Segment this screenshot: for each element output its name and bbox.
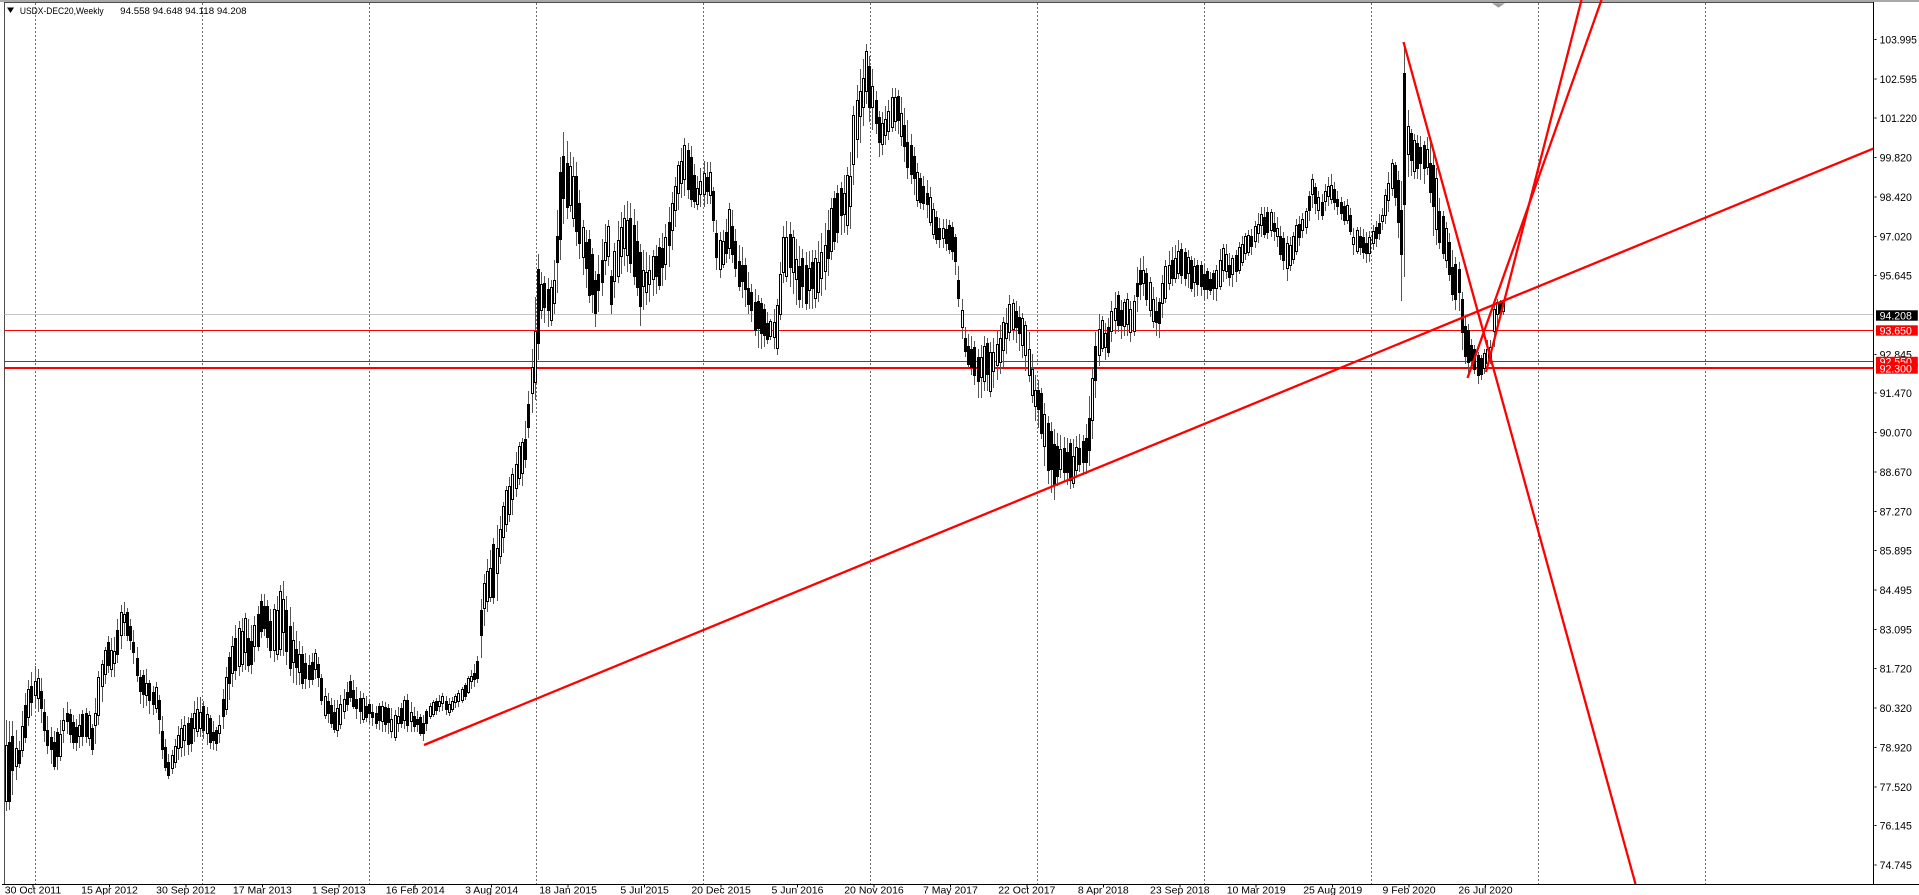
- svg-text:25 Aug 2019: 25 Aug 2019: [1303, 884, 1362, 895]
- svg-text:30 Sep 2012: 30 Sep 2012: [156, 884, 216, 895]
- svg-text:97.020: 97.020: [1880, 232, 1912, 244]
- svg-text:78.920: 78.920: [1880, 742, 1912, 754]
- svg-text:103.995: 103.995: [1880, 35, 1917, 47]
- svg-text:81.720: 81.720: [1880, 663, 1912, 675]
- svg-text:93.650: 93.650: [1880, 325, 1912, 337]
- svg-text:17 Mar 2013: 17 Mar 2013: [233, 884, 292, 895]
- svg-text:99.820: 99.820: [1880, 153, 1912, 165]
- svg-text:22 Oct 2017: 22 Oct 2017: [998, 884, 1055, 895]
- svg-text:91.470: 91.470: [1880, 388, 1912, 400]
- svg-text:77.520: 77.520: [1880, 782, 1912, 794]
- svg-text:8 Apr 2018: 8 Apr 2018: [1078, 884, 1129, 895]
- svg-text:16 Feb 2014: 16 Feb 2014: [386, 884, 445, 895]
- svg-text:30 Oct 2011: 30 Oct 2011: [5, 884, 62, 895]
- svg-text:90.070: 90.070: [1880, 428, 1912, 440]
- svg-text:98.420: 98.420: [1880, 192, 1912, 204]
- svg-text:9 Feb 2020: 9 Feb 2020: [1383, 884, 1436, 895]
- svg-text:76.145: 76.145: [1880, 821, 1912, 833]
- svg-text:101.220: 101.220: [1880, 113, 1917, 125]
- svg-text:92.300: 92.300: [1880, 363, 1912, 375]
- svg-text:84.495: 84.495: [1880, 585, 1912, 597]
- svg-text:80.320: 80.320: [1880, 703, 1912, 715]
- svg-text:20 Dec 2015: 20 Dec 2015: [691, 884, 751, 895]
- svg-text:USDX-DEC20,Weekly: USDX-DEC20,Weekly: [20, 6, 104, 17]
- svg-text:74.745: 74.745: [1880, 860, 1912, 872]
- svg-text:18 Jan 2015: 18 Jan 2015: [539, 884, 597, 895]
- svg-text:7 May 2017: 7 May 2017: [923, 884, 978, 895]
- svg-text:5 Jun 2016: 5 Jun 2016: [772, 884, 824, 895]
- svg-text:94.208: 94.208: [1880, 310, 1912, 322]
- svg-text:85.895: 85.895: [1880, 546, 1912, 558]
- svg-text:102.595: 102.595: [1880, 74, 1917, 86]
- svg-text:3 Aug 2014: 3 Aug 2014: [465, 884, 518, 895]
- svg-text:83.095: 83.095: [1880, 625, 1912, 637]
- svg-text:26 Jul 2020: 26 Jul 2020: [1458, 884, 1512, 895]
- svg-text:94.558 94.648 94.118 94.208: 94.558 94.648 94.118 94.208: [120, 6, 246, 17]
- svg-text:15 Apr 2012: 15 Apr 2012: [81, 884, 138, 895]
- svg-text:20 Nov 2016: 20 Nov 2016: [844, 884, 904, 895]
- svg-text:87.270: 87.270: [1880, 507, 1912, 519]
- svg-text:10 Mar 2019: 10 Mar 2019: [1227, 884, 1286, 895]
- svg-text:23 Sep 2018: 23 Sep 2018: [1150, 884, 1210, 895]
- svg-text:1 Sep 2013: 1 Sep 2013: [312, 884, 366, 895]
- svg-text:5 Jul 2015: 5 Jul 2015: [620, 884, 669, 895]
- svg-text:95.645: 95.645: [1880, 270, 1912, 282]
- svg-text:88.670: 88.670: [1880, 467, 1912, 479]
